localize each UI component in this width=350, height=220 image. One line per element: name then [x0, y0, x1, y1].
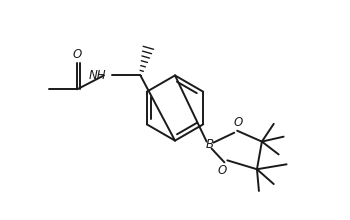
Text: O: O	[233, 116, 243, 129]
Text: O: O	[218, 164, 227, 177]
Text: NH: NH	[88, 69, 106, 82]
Text: B: B	[205, 138, 214, 151]
Text: O: O	[72, 48, 82, 61]
